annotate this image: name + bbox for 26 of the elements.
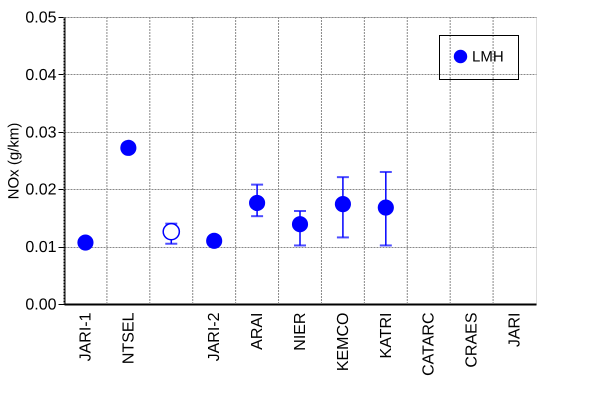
- x-tick-label: JARI-1: [77, 312, 94, 362]
- y-tick-label: 0.02: [25, 182, 57, 199]
- legend-label: LMH: [472, 48, 504, 66]
- x-tick-label: JARI: [506, 312, 524, 348]
- point: [334, 196, 351, 212]
- x-tick-label: NIER: [292, 312, 309, 351]
- y-tick-label: 0.00: [25, 296, 57, 314]
- point: [378, 200, 394, 216]
- y-tick-label: 0.03: [25, 124, 57, 142]
- point: [162, 222, 180, 240]
- point: [249, 194, 266, 212]
- y-tick-label: 0.01: [25, 239, 57, 256]
- y-tick-label: 0.05: [25, 10, 57, 26]
- y-axis-title: NOx (g/km): [5, 122, 22, 200]
- point: [206, 232, 222, 249]
- x-tick-label: ARAI: [249, 312, 266, 350]
- point: [292, 216, 308, 232]
- x-tick-label: JARI-2: [206, 312, 224, 362]
- x-tick-label: KEMCO: [334, 312, 352, 372]
- point: [77, 234, 94, 251]
- point: [120, 140, 136, 156]
- x-tick-label: KATRI: [378, 312, 395, 358]
- x-tick-label: CRAES: [464, 312, 481, 368]
- x-tick-label: CATARC: [420, 312, 438, 376]
- x-tick-label: NTSEL: [120, 312, 138, 364]
- y-tick-label: 0.04: [25, 66, 57, 84]
